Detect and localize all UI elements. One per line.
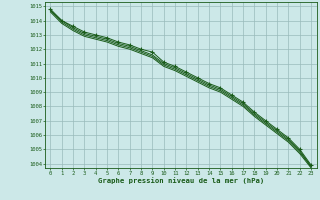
X-axis label: Graphe pression niveau de la mer (hPa): Graphe pression niveau de la mer (hPa) [98,177,264,184]
